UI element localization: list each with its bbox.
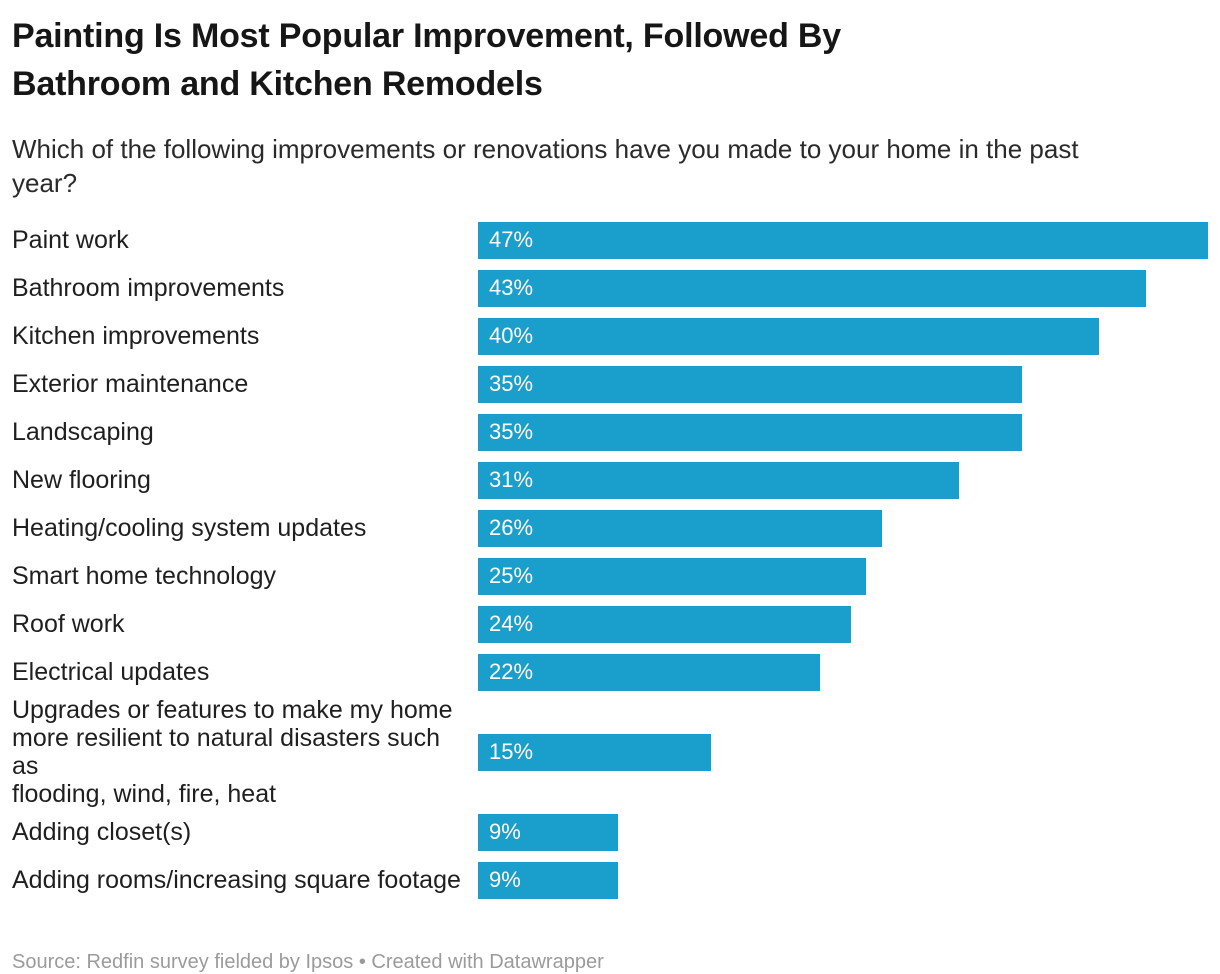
category-label: Roof work xyxy=(12,610,125,638)
chart-row: Kitchen improvements 40% xyxy=(12,312,1208,360)
chart-row: Roof work 24% xyxy=(12,600,1208,648)
chart-row: Electrical updates 22% xyxy=(12,648,1208,696)
chart-footer: Source: Redfin survey fielded by Ipsos •… xyxy=(12,951,604,973)
bar: 40% xyxy=(478,317,1100,355)
value-label: 25% xyxy=(489,563,534,588)
value-label: 35% xyxy=(489,371,534,396)
chart-subtitle: Which of the following improvements or r… xyxy=(12,134,1079,198)
category-label: Upgrades or features to make my home mor… xyxy=(12,696,453,808)
bar: 25% xyxy=(478,557,867,595)
value-label: 9% xyxy=(489,867,521,892)
bar-track: 47% xyxy=(478,221,1208,259)
bar: 22% xyxy=(478,653,820,691)
bar-track: 15% xyxy=(478,733,1208,771)
value-label: 47% xyxy=(489,227,534,252)
value-label: 15% xyxy=(489,739,534,764)
bar: 35% xyxy=(478,413,1022,451)
bar-track: 9% xyxy=(478,861,1208,899)
value-label: 22% xyxy=(489,659,534,684)
value-label: 9% xyxy=(489,819,521,844)
bar-track: 35% xyxy=(478,365,1208,403)
chart-row: Upgrades or features to make my home mor… xyxy=(12,696,1208,808)
bar: 31% xyxy=(478,461,960,499)
bar-track: 35% xyxy=(478,413,1208,451)
category-label: Smart home technology xyxy=(12,562,277,590)
value-label: 40% xyxy=(489,323,534,348)
bar-track: 22% xyxy=(478,653,1208,691)
value-label: 31% xyxy=(489,467,534,492)
category-label: Electrical updates xyxy=(12,658,210,686)
bar-chart: Paint work 47% Bathroom improvements 43% Kit… xyxy=(12,216,1208,904)
category-label: Kitchen improvements xyxy=(12,322,260,350)
chart-row: Adding rooms/increasing square footage 9% xyxy=(12,856,1208,904)
category-label: New flooring xyxy=(12,466,151,494)
bar: 9% xyxy=(478,861,618,899)
bar-track: 25% xyxy=(478,557,1208,595)
category-label: Heating/cooling system updates xyxy=(12,514,367,542)
bar: 15% xyxy=(478,733,711,771)
value-label: 24% xyxy=(489,611,534,636)
chart-row: Heating/cooling system updates 26% xyxy=(12,504,1208,552)
category-label: Exterior maintenance xyxy=(12,370,249,398)
bar-track: 9% xyxy=(478,813,1208,851)
chart-row: Smart home technology 25% xyxy=(12,552,1208,600)
chart-row: Paint work 47% xyxy=(12,216,1208,264)
category-label: Adding closet(s) xyxy=(12,818,192,846)
bar: 26% xyxy=(478,509,882,547)
chart-row: Landscaping 35% xyxy=(12,408,1208,456)
chart-row: Exterior maintenance 35% xyxy=(12,360,1208,408)
bar-track: 31% xyxy=(478,461,1208,499)
chart-row: Bathroom improvements 43% xyxy=(12,264,1208,312)
value-label: 43% xyxy=(489,275,534,300)
bar: 35% xyxy=(478,365,1022,403)
category-label: Paint work xyxy=(12,226,129,254)
bar: 47% xyxy=(478,221,1208,259)
category-label: Bathroom improvements xyxy=(12,274,285,302)
bar-track: 26% xyxy=(478,509,1208,547)
bar: 43% xyxy=(478,269,1146,307)
bar-track: 24% xyxy=(478,605,1208,643)
value-label: 35% xyxy=(489,419,534,444)
chart-row: Adding closet(s) 9% xyxy=(12,808,1208,856)
bar: 9% xyxy=(478,813,618,851)
category-label: Landscaping xyxy=(12,418,154,446)
bar: 24% xyxy=(478,605,851,643)
category-label: Adding rooms/increasing square footage xyxy=(12,866,461,894)
bar-track: 43% xyxy=(478,269,1208,307)
chart-title: Painting Is Most Popular Improvement, Fo… xyxy=(12,17,841,103)
chart-row: New flooring 31% xyxy=(12,456,1208,504)
bar-track: 40% xyxy=(478,317,1208,355)
value-label: 26% xyxy=(489,515,534,540)
